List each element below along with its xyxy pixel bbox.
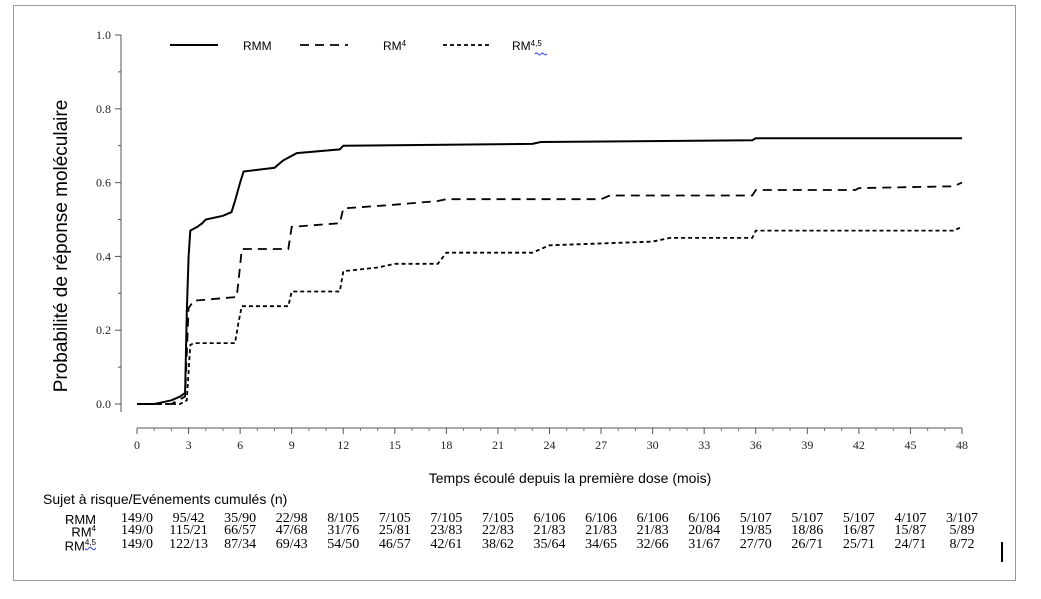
risk-cell: 35/64 [533, 537, 566, 552]
x-tick-label: 0 [134, 438, 140, 452]
y-tick-label: 0.2 [96, 323, 111, 337]
risk-row-label: RMM [64, 512, 96, 527]
y-tick-label: 0.8 [96, 102, 111, 116]
x-tick-label: 21 [492, 438, 504, 452]
risk-cell: 21/83 [533, 523, 566, 538]
y-tick-label: 0.0 [96, 397, 111, 411]
risk-cell: 20/84 [688, 523, 721, 538]
series-line-rm4-5 [137, 226, 963, 405]
risk-cell: 24/71 [894, 537, 927, 552]
y-tick-label: 1.0 [96, 28, 111, 42]
risk-cell: 35/90 [224, 511, 257, 526]
text-cursor [1001, 542, 1003, 562]
risk-cell: 6/106 [636, 511, 669, 526]
risk-cell: 32/66 [636, 537, 669, 552]
risk-cell: 69/43 [275, 537, 308, 552]
risk-cell: 66/57 [224, 523, 257, 538]
x-tick-label: 15 [389, 438, 401, 452]
risk-cell: 3/107 [946, 511, 978, 526]
y-tick-label: 0.6 [96, 176, 111, 190]
y-axis-label: Probabilité de réponse moléculaire [51, 99, 72, 393]
risk-row-label: RM4 [71, 524, 96, 540]
risk-cell: 46/57 [378, 537, 411, 552]
risk-cell: 16/87 [842, 523, 875, 538]
risk-cell: 5/107 [791, 511, 824, 526]
risk-cell: 31/67 [688, 537, 721, 552]
risk-table-title: Sujet à risque/Evénements cumulés (n) [43, 491, 288, 507]
x-tick-label: 12 [337, 438, 349, 452]
series-line-rm4 [137, 181, 963, 405]
risk-cell: 38/62 [481, 537, 514, 552]
risk-cell: 26/71 [791, 537, 824, 552]
x-tick-label: 39 [801, 438, 813, 452]
x-tick-label: 3 [186, 438, 192, 452]
risk-cell: 4/107 [894, 511, 927, 526]
risk-cell: 6/106 [533, 511, 566, 526]
y-tick-label: 0.4 [96, 249, 111, 263]
risk-row-label: RM4,5 [64, 538, 96, 554]
x-tick-label: 9 [289, 438, 295, 452]
risk-cell: 54/50 [327, 537, 360, 552]
risk-cell: 8/72 [949, 537, 975, 552]
x-tick-label: 42 [853, 438, 865, 452]
risk-cell: 149/0 [121, 511, 153, 526]
x-tick-label: 24 [544, 438, 556, 452]
risk-cell: 149/0 [121, 537, 153, 552]
risk-cell: 6/106 [585, 511, 618, 526]
figure-frame [13, 5, 1016, 581]
risk-cell: 8/105 [327, 511, 360, 526]
risk-cell: 25/81 [378, 523, 411, 538]
x-tick-label: 45 [904, 438, 916, 452]
risk-cell: 5/89 [949, 523, 975, 538]
risk-cell: 34/65 [585, 537, 618, 552]
risk-cell: 42/61 [430, 537, 463, 552]
risk-cell: 122/13 [169, 537, 209, 552]
risk-cell: 25/71 [842, 537, 875, 552]
risk-cell: 15/87 [894, 523, 927, 538]
risk-cell: 23/83 [430, 523, 463, 538]
x-tick-label: 48 [956, 438, 968, 452]
x-tick-label: 27 [595, 438, 607, 452]
risk-cell: 18/86 [791, 523, 824, 538]
risk-cell: 47/68 [275, 523, 308, 538]
risk-cell: 7/105 [430, 511, 463, 526]
risk-cell: 87/34 [224, 537, 257, 552]
x-tick-label: 30 [647, 438, 659, 452]
legend-label: RMM [243, 39, 272, 53]
x-tick-label: 6 [237, 438, 243, 452]
x-tick-label: 33 [698, 438, 710, 452]
x-tick-label: 36 [750, 438, 762, 452]
risk-cell: 149/0 [121, 523, 153, 538]
risk-cell: 22/98 [275, 511, 308, 526]
x-tick-label: 18 [440, 438, 452, 452]
risk-cell: 95/42 [172, 511, 205, 526]
risk-cell: 31/76 [327, 523, 360, 538]
risk-cell: 7/105 [481, 511, 514, 526]
risk-cell: 7/105 [378, 511, 411, 526]
spellcheck-underline [534, 52, 548, 56]
risk-cell: 19/85 [739, 523, 772, 538]
risk-cell: 22/83 [481, 523, 514, 538]
risk-cell: 21/83 [636, 523, 669, 538]
risk-cell: 115/21 [169, 523, 208, 538]
legend-label: RM4,5 [512, 39, 542, 54]
legend-label: RM4 [383, 39, 407, 54]
x-axis-label: Temps écoulé depuis la première dose (mo… [428, 470, 712, 486]
risk-cell: 5/107 [739, 511, 772, 526]
risk-cell: 5/107 [842, 511, 875, 526]
risk-cell: 27/70 [739, 537, 772, 552]
series-line-rmm [137, 137, 962, 405]
risk-cell: 21/83 [585, 523, 618, 538]
risk-cell: 6/106 [688, 511, 721, 526]
